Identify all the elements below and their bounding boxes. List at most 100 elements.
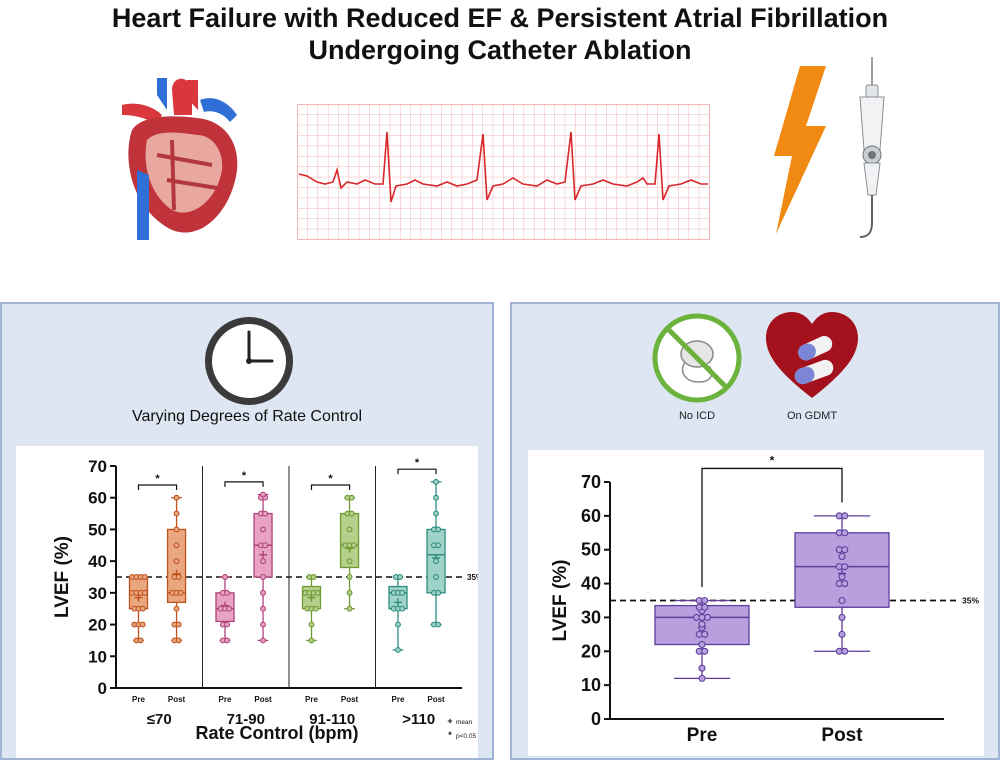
y-tick-label: 20 [581, 641, 601, 661]
box-pre-point [701, 603, 709, 611]
box-post-point [841, 529, 849, 537]
category-label: Post [821, 725, 863, 746]
box-g110-post-point [346, 589, 353, 596]
box-ggt-post-point [433, 494, 439, 501]
group-label: >110 [402, 711, 435, 728]
significance-bracket [310, 484, 351, 491]
significance-star: * [770, 453, 775, 467]
box-post-point [841, 512, 849, 520]
box-g70-post-point [173, 605, 180, 612]
box-ggt-post-point [433, 558, 439, 565]
gdmt-heart-icon [766, 312, 858, 398]
box-g110-post-point [346, 526, 353, 533]
series-tick-label: Post [341, 695, 359, 704]
significance-bracket [224, 481, 264, 487]
gdmt-label: On GDMT [786, 410, 838, 422]
overall-lvef-panel: No ICD On GDMT 0 10 20 30 40 50 60 70 LVEF (%) 35… [510, 302, 1000, 760]
box-post-point [841, 580, 849, 588]
series-tick-label: Post [254, 695, 272, 704]
y-tick-label: 60 [581, 506, 601, 526]
box-ggt-post-point [435, 542, 442, 549]
box-g70-post-point [175, 621, 182, 628]
threshold-label: 35% [467, 573, 478, 582]
y-axis-label: LVEF (%) [52, 536, 73, 618]
y-tick-label: 30 [88, 584, 107, 603]
threshold-label: 35% [962, 596, 979, 606]
series-tick-label: Pre [392, 695, 405, 704]
group-label: 71-90 [227, 711, 265, 728]
box-ggt-post-point [435, 621, 442, 628]
box-g110-post-point [346, 558, 353, 565]
box-g90-post-point [260, 637, 267, 644]
overall-lvef-boxplot: 0 10 20 30 40 50 60 70 LVEF (%) 35% Pre Post * [550, 453, 979, 746]
box-g90-pre-point [224, 589, 231, 596]
box-g70-post-point [175, 574, 182, 580]
ecg-trace [298, 131, 708, 203]
box-g110-post-point [346, 605, 353, 612]
y-tick-label: 50 [581, 540, 601, 560]
box-g70-post-point [173, 542, 180, 549]
box-post-point [841, 546, 849, 554]
box-g110-pre-point [314, 589, 321, 596]
series-tick-label: Pre [219, 695, 232, 704]
y-tick-label: 70 [581, 472, 601, 492]
rate-control-panel: Varying Degrees of Rate Control 0 10 20 30 4… [0, 302, 494, 760]
box-g110-post-point [346, 574, 353, 580]
box-ggt-pre-point [399, 605, 406, 612]
box-g110-pre-point [308, 637, 315, 644]
box-g90-pre-point [222, 574, 228, 580]
legend-symbol: * [448, 730, 452, 740]
box-pre-point [698, 640, 706, 649]
box-g110-pre-point [308, 621, 315, 628]
y-axis-label: LVEF (%) [550, 560, 571, 642]
legend-symbol: + [447, 716, 452, 726]
category-label: Pre [687, 725, 718, 746]
box-post-point [838, 630, 846, 638]
box-ggt-pre-point [395, 646, 401, 653]
series-tick-label: Post [168, 695, 186, 704]
title-line-2: Undergoing Catheter Ablation [308, 35, 692, 65]
title-line-1: Heart Failure with Reduced EF & Persiste… [111, 3, 889, 33]
box-g110-post-point [350, 542, 357, 549]
box-g70-post-point [173, 558, 180, 565]
box-g70-pre-point [137, 637, 144, 644]
rate-control-label: Varying Degrees of Rate Control [131, 408, 363, 425]
box-g90-post-point [260, 574, 267, 580]
box-g90-post-point [260, 491, 267, 498]
overall-lvef-chart-card: 0 10 20 30 40 50 60 70 LVEF (%) 35% Pre Post * [528, 450, 984, 756]
ecg-strip [297, 104, 710, 240]
y-tick-label: 10 [88, 647, 107, 666]
box-post-point [838, 596, 846, 605]
box-g90-pre-point [224, 621, 231, 628]
box-pre-point [698, 664, 706, 672]
box-ggt-post-point [433, 478, 439, 485]
box-post-point [841, 563, 849, 571]
box-ggt-post-point [433, 510, 439, 517]
significance-bracket [397, 468, 437, 475]
box-g70-post-point [173, 510, 180, 517]
box-post-point [838, 552, 846, 561]
box-ggt-pre-point [395, 621, 401, 628]
box-g70-pre-point [139, 621, 146, 628]
y-tick-label: 10 [581, 675, 601, 695]
group-label: 91-110 [309, 711, 355, 728]
clock-icon [205, 317, 293, 405]
y-tick-label: 40 [88, 552, 107, 571]
box-ggt-post-point [435, 526, 442, 533]
lightning-bolt-icon [774, 66, 826, 234]
y-tick-label: 40 [581, 574, 601, 594]
box-g70-post-point [173, 526, 180, 533]
box-g110-post-point [348, 494, 355, 501]
significance-star: * [415, 457, 420, 469]
box-ggt-pre-point [399, 589, 406, 596]
box-g90-post-point [260, 589, 267, 596]
y-tick-label: 30 [581, 607, 601, 627]
box-g110-pre-point [312, 605, 319, 612]
box-post-point [841, 647, 849, 655]
box-g70-post-point [175, 637, 182, 644]
y-tick-label: 60 [88, 489, 107, 508]
legend-label: p<0.05 [456, 733, 476, 740]
significance-star: * [328, 473, 333, 485]
